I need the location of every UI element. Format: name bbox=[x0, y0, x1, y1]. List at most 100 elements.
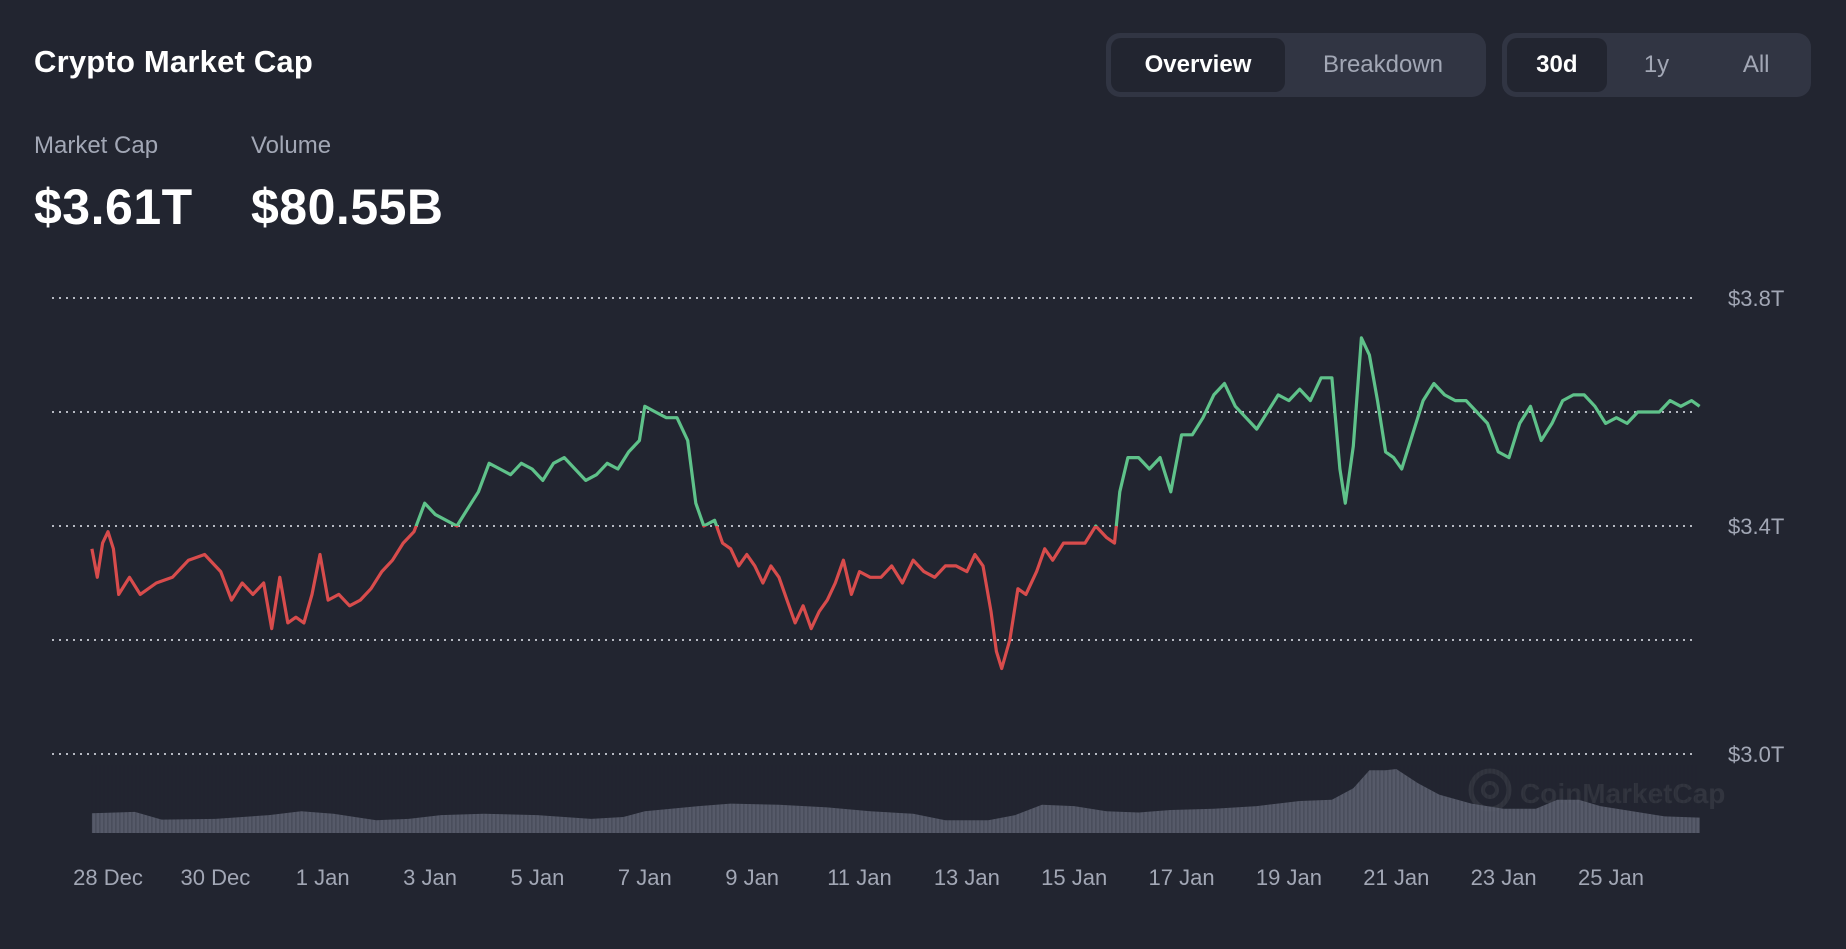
data-point bbox=[713, 518, 717, 522]
data-point bbox=[90, 547, 94, 551]
x-tick-label: 28 Dec bbox=[73, 865, 143, 890]
data-point bbox=[654, 410, 658, 414]
data-point bbox=[675, 416, 679, 420]
data-point bbox=[1043, 547, 1047, 551]
data-point bbox=[509, 473, 513, 477]
data-point bbox=[286, 621, 290, 625]
data-point bbox=[1507, 456, 1511, 460]
x-tick-label: 7 Jan bbox=[618, 865, 672, 890]
data-point bbox=[981, 564, 985, 568]
range-1y-button[interactable]: 1y bbox=[1643, 51, 1670, 78]
x-tick-label: 25 Jan bbox=[1578, 865, 1644, 890]
volume-stat: Volume $80.55B bbox=[251, 132, 444, 236]
data-point bbox=[1169, 490, 1173, 494]
data-point bbox=[1518, 421, 1522, 425]
x-tick-label: 9 Jan bbox=[725, 865, 779, 890]
data-point bbox=[1593, 404, 1597, 408]
data-point bbox=[219, 570, 223, 574]
data-point bbox=[879, 575, 883, 579]
data-point bbox=[809, 627, 813, 631]
tab-breakdown[interactable]: Breakdown bbox=[1322, 51, 1444, 78]
x-tick-label: 13 Jan bbox=[934, 865, 1000, 890]
data-point bbox=[1051, 558, 1055, 562]
data-point bbox=[785, 598, 789, 602]
data-point bbox=[1392, 456, 1396, 460]
page-title: Crypto Market Cap bbox=[34, 44, 314, 79]
data-point bbox=[849, 592, 853, 596]
data-point bbox=[1400, 467, 1404, 471]
data-point bbox=[841, 558, 845, 562]
data-point bbox=[318, 553, 322, 557]
data-point bbox=[1421, 399, 1425, 403]
data-point bbox=[1158, 456, 1162, 460]
x-tick-label: 5 Jan bbox=[511, 865, 565, 890]
data-point bbox=[1410, 433, 1414, 437]
data-point bbox=[1550, 421, 1554, 425]
data-point bbox=[1338, 467, 1342, 471]
data-point bbox=[1147, 467, 1151, 471]
data-point bbox=[686, 439, 690, 443]
data-point bbox=[664, 416, 668, 420]
data-point bbox=[627, 450, 631, 454]
data-point bbox=[890, 564, 894, 568]
data-point bbox=[1690, 399, 1694, 403]
data-point bbox=[170, 575, 174, 579]
data-point bbox=[262, 581, 266, 585]
data-point bbox=[240, 581, 244, 585]
data-point bbox=[721, 541, 725, 545]
x-tick-label: 21 Jan bbox=[1363, 865, 1429, 890]
market-cap-line-down bbox=[90, 526, 1118, 671]
x-axis-labels: 28 Dec 30 Dec 1 Jan 3 Jan 5 Jan 7 Jan 9 Jan 11 … bbox=[73, 865, 1644, 890]
data-point bbox=[933, 575, 937, 579]
data-point bbox=[251, 592, 255, 596]
data-point bbox=[117, 592, 121, 596]
data-point bbox=[643, 404, 647, 408]
data-point bbox=[1571, 393, 1575, 397]
data-point bbox=[1035, 570, 1039, 574]
x-tick-label: 3 Jan bbox=[403, 865, 457, 890]
data-point bbox=[1319, 376, 1323, 380]
data-point bbox=[530, 467, 534, 471]
data-point bbox=[230, 598, 234, 602]
data-point bbox=[1384, 450, 1388, 454]
data-point bbox=[900, 581, 904, 585]
data-point bbox=[922, 570, 926, 574]
data-point bbox=[401, 541, 405, 545]
data-point bbox=[1212, 393, 1216, 397]
data-point bbox=[1698, 404, 1702, 408]
data-points bbox=[90, 336, 1702, 671]
data-point bbox=[817, 610, 821, 614]
data-point bbox=[1113, 541, 1117, 545]
data-point bbox=[1223, 382, 1227, 386]
data-point bbox=[954, 564, 958, 568]
data-point bbox=[769, 564, 773, 568]
data-point bbox=[994, 649, 998, 653]
data-point bbox=[1453, 399, 1457, 403]
data-point bbox=[833, 581, 837, 585]
data-point bbox=[1679, 404, 1683, 408]
data-point bbox=[380, 570, 384, 574]
data-point bbox=[729, 547, 733, 551]
data-point bbox=[154, 581, 158, 585]
data-point bbox=[761, 581, 765, 585]
range-all-button[interactable]: All bbox=[1742, 51, 1770, 78]
data-point bbox=[825, 598, 829, 602]
volume-area bbox=[91, 769, 1700, 833]
data-point bbox=[1244, 416, 1248, 420]
tab-overview[interactable]: Overview bbox=[1111, 38, 1285, 92]
data-point bbox=[270, 627, 274, 631]
data-point bbox=[1614, 416, 1618, 420]
data-point bbox=[487, 461, 491, 465]
data-point bbox=[1647, 410, 1651, 414]
data-point bbox=[573, 467, 577, 471]
range-30d-button[interactable]: 30d bbox=[1507, 38, 1607, 92]
grid-lines bbox=[52, 297, 1695, 755]
data-point bbox=[616, 467, 620, 471]
data-point bbox=[1233, 404, 1237, 408]
data-point bbox=[1024, 592, 1028, 596]
data-point bbox=[1539, 439, 1543, 443]
data-point bbox=[989, 610, 993, 614]
data-point bbox=[1582, 393, 1586, 397]
market-cap-label: Market Cap bbox=[34, 132, 159, 159]
